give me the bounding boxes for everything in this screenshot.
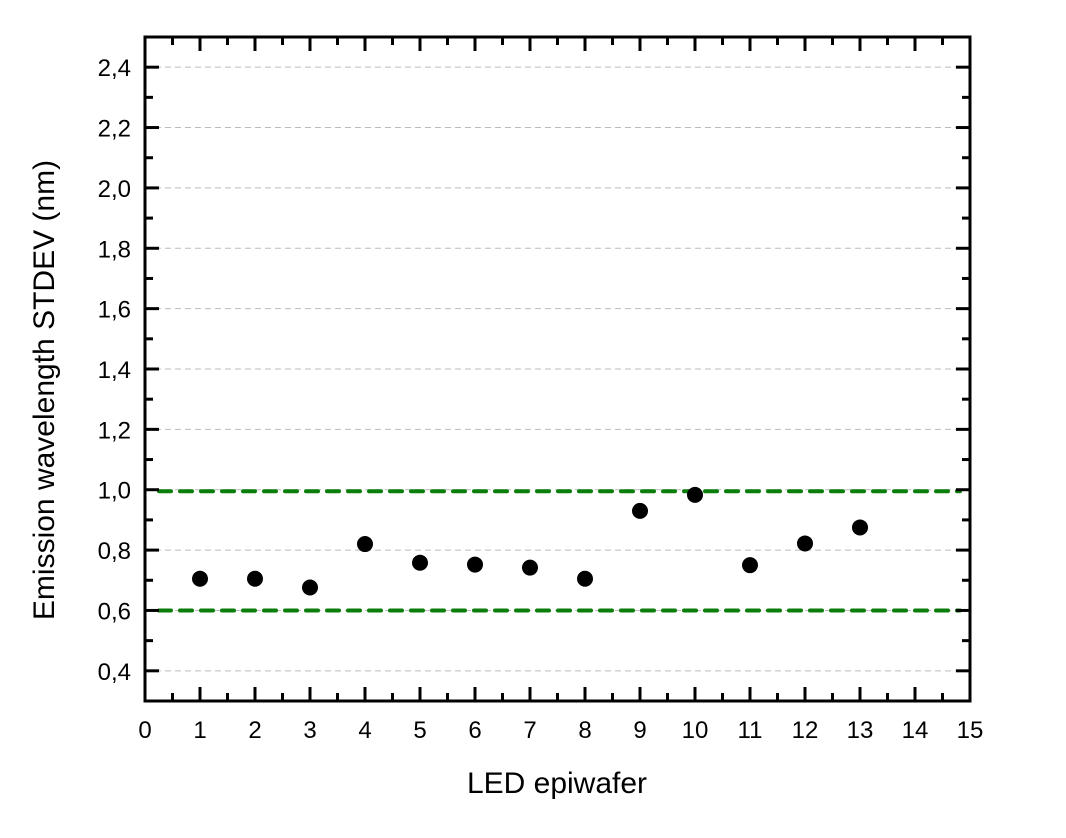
y-tick-label: 2,0 xyxy=(98,176,131,203)
y-tick-label: 2,4 xyxy=(98,55,131,82)
gridlines xyxy=(145,66,970,672)
data-point xyxy=(797,535,813,552)
y-tick-label: 1,8 xyxy=(98,236,131,263)
x-tick-label: 1 xyxy=(193,717,206,744)
x-tick-label: 14 xyxy=(902,717,929,744)
data-point xyxy=(467,556,483,573)
plot-frame xyxy=(143,35,972,703)
x-tick-label: 2 xyxy=(248,717,261,744)
x-tick-label: 0 xyxy=(138,717,151,744)
data-point xyxy=(742,557,758,574)
data-point xyxy=(302,579,318,596)
y-tick-labels: 0,4 0,6 0,8 1,0 1,2 1,4 1,6 1,8 2,0 2,2 2,4 xyxy=(98,55,131,686)
x-tick-label: 12 xyxy=(792,717,819,744)
data-point xyxy=(522,559,538,576)
reference-lines xyxy=(157,489,962,613)
y-tick-label: 1,6 xyxy=(98,297,131,324)
y-tick-label: 1,4 xyxy=(98,357,131,384)
data-point xyxy=(357,536,373,553)
x-tick-label: 15 xyxy=(957,717,984,744)
axis-ticks xyxy=(143,35,972,703)
x-tick-label: 6 xyxy=(468,717,481,744)
x-tick-label: 8 xyxy=(578,717,591,744)
x-tick-label: 10 xyxy=(682,717,709,744)
data-point xyxy=(192,570,208,587)
y-tick-label: 0,4 xyxy=(98,659,131,686)
y-tick-label: 1,0 xyxy=(98,478,131,505)
data-point xyxy=(412,554,428,571)
y-tick-label: 0,6 xyxy=(98,598,131,625)
data-point xyxy=(632,502,648,519)
data-point xyxy=(577,570,593,587)
x-tick-label: 13 xyxy=(847,717,874,744)
x-axis-label: LED epiwafer xyxy=(467,767,647,800)
x-tick-label: 5 xyxy=(413,717,426,744)
x-tick-label: 11 xyxy=(738,717,763,744)
x-tick-label: 3 xyxy=(303,717,316,744)
data-points xyxy=(192,486,868,596)
y-tick-label: 0,8 xyxy=(98,538,131,565)
y-tick-label: 2,2 xyxy=(98,116,131,143)
data-point xyxy=(852,519,868,536)
x-tick-labels: 0 1 2 3 4 5 6 7 8 9 10 11 12 13 14 15 xyxy=(138,717,983,744)
y-axis-label: Emission wavelength STDEV (nm) xyxy=(28,160,61,620)
data-point xyxy=(687,486,703,503)
x-tick-label: 4 xyxy=(358,717,371,744)
data-point xyxy=(247,570,263,587)
x-tick-label: 9 xyxy=(633,717,646,744)
y-tick-label: 1,2 xyxy=(98,417,131,444)
x-tick-label: 7 xyxy=(523,717,536,744)
